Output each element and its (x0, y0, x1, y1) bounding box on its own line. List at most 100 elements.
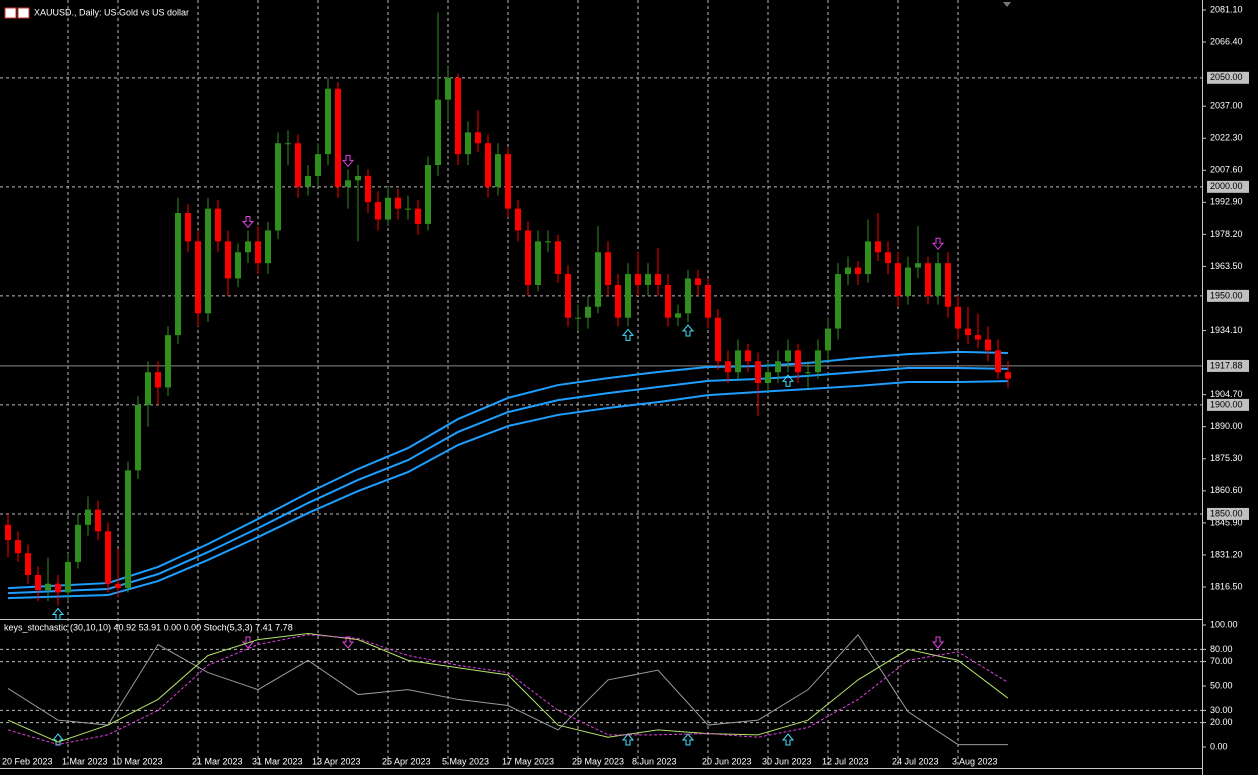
candle-body (405, 208, 411, 210)
y-tick-label: 2022.30 (1210, 133, 1243, 143)
candle-body (635, 274, 641, 285)
candle-body (485, 143, 491, 187)
sell-signal (341, 636, 355, 649)
candle-body (385, 197, 391, 220)
candle-body (865, 241, 871, 275)
candle-body (655, 274, 661, 285)
y-tick-label: 2081.10 (1210, 4, 1243, 14)
chart-title: XAUUSD., Daily: US Gold vs US dollar (34, 7, 189, 17)
candle-body (895, 263, 901, 296)
candle-body (545, 241, 551, 243)
candle-body (755, 361, 761, 384)
candle-body (165, 335, 171, 388)
candle-body (875, 241, 881, 253)
candle-body (115, 583, 121, 589)
candle-body (55, 583, 61, 593)
level-label-box (1207, 289, 1249, 302)
moving-average-line (7, 350, 1009, 590)
candle-body (295, 143, 301, 187)
candle-body (145, 372, 151, 405)
x-tick-label: 25 Apr 2023 (382, 756, 431, 766)
candle-body (185, 213, 191, 242)
candle-body (905, 267, 911, 296)
candle-body (775, 361, 781, 373)
candle-body (85, 509, 91, 525)
last-price-box (1207, 359, 1249, 372)
level-label: 1900.00 (1210, 399, 1243, 409)
candle-body (105, 531, 111, 584)
candle-body (925, 263, 931, 296)
candle-body (285, 143, 291, 145)
candle-body (845, 267, 851, 275)
candle-body (75, 524, 81, 562)
candle-body (855, 267, 861, 275)
candle-body (365, 175, 371, 203)
candle-body (965, 328, 971, 336)
candle-body (765, 372, 771, 384)
x-tick-label: 21 Mar 2023 (192, 756, 243, 766)
y-tick-label: 1992.90 (1210, 197, 1243, 207)
candle-body (605, 252, 611, 285)
x-tick-label: 5 May 2023 (442, 756, 489, 766)
x-tick-label: 20 Feb 2023 (2, 756, 53, 766)
candle-body (735, 350, 741, 373)
candle-body (345, 180, 351, 187)
x-tick-label: 10 Mar 2023 (112, 756, 163, 766)
y-tick-label: 100.00 (1210, 619, 1238, 629)
level-label: 2000.00 (1210, 181, 1243, 191)
candle-body (175, 213, 181, 336)
candle-body (785, 350, 791, 362)
candle-body (475, 132, 481, 144)
y-tick-label: 2037.00 (1210, 101, 1243, 111)
candle-body (535, 241, 541, 285)
candle-body (745, 350, 751, 362)
candle-body (315, 154, 321, 176)
x-tick-label: 17 May 2023 (502, 756, 554, 766)
level-label: 1850.00 (1210, 508, 1243, 518)
candle-body (195, 241, 201, 314)
x-tick-label: 3 Aug 2023 (952, 756, 998, 766)
candle-body (515, 208, 521, 231)
candle-body (375, 202, 381, 220)
level-label-box (1207, 398, 1249, 411)
candle-body (575, 317, 581, 319)
candle-body (5, 524, 11, 541)
candle-body (1005, 372, 1011, 379)
y-tick-label: 1816.50 (1210, 581, 1243, 591)
y-tick-label: 1904.70 (1210, 389, 1243, 399)
buy-signal (681, 733, 695, 746)
sell-signal (241, 215, 255, 229)
level-label-box (1207, 507, 1249, 520)
buy-signal (51, 607, 65, 621)
candle-body (205, 208, 211, 314)
x-tick-label: 8 Jun 2023 (632, 756, 677, 766)
x-tick-label: 13 Apr 2023 (312, 756, 361, 766)
candle-body (505, 154, 511, 209)
y-tick-label: 1934.10 (1210, 325, 1243, 335)
candle-body (525, 230, 531, 285)
y-tick-label: 80.00 (1210, 644, 1233, 654)
candle-body (235, 252, 241, 279)
y-tick-label: 1875.30 (1210, 453, 1243, 463)
candle-body (15, 540, 21, 554)
candle-body (975, 335, 981, 340)
sell-signal (931, 237, 945, 251)
y-tick-label: 1963.50 (1210, 261, 1243, 271)
candle-body (255, 241, 261, 264)
level-label: 1950.00 (1210, 290, 1243, 300)
candle-body (425, 165, 431, 224)
indicator-line (7, 634, 1009, 746)
indicator-title: keys_stochastic (30,10,10) 40.92 53.91 0… (4, 622, 293, 632)
candle-body (645, 274, 651, 285)
y-tick-label: 2007.60 (1210, 165, 1243, 175)
candle-body (445, 77, 451, 100)
sell-signal (931, 636, 945, 649)
candle-body (675, 313, 681, 318)
candle-body (565, 274, 571, 318)
candle-body (305, 175, 311, 187)
candle-body (275, 143, 281, 231)
candle-body (125, 470, 131, 589)
last-price-label: 1917.88 (1210, 360, 1243, 370)
candle-body (65, 561, 71, 593)
